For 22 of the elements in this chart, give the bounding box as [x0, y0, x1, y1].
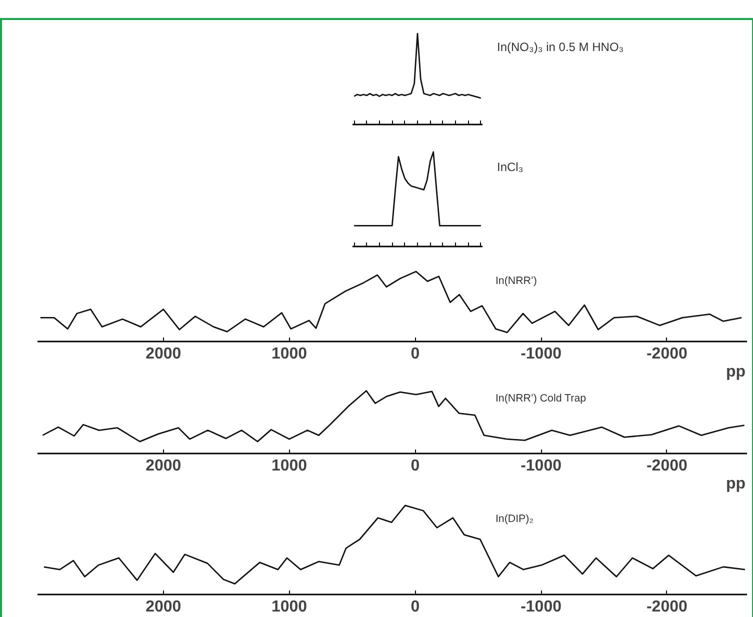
text: In(NRR’): [495, 274, 537, 287]
x-tick-label: 0: [410, 598, 420, 616]
x-tick-label: -1000: [520, 598, 562, 616]
x-tick-label: 1000: [271, 458, 308, 474]
x-tick-label: -1000: [520, 458, 562, 474]
x-tick-label: 1000: [271, 598, 308, 616]
x-tick-label: 0: [410, 458, 420, 474]
x-axis-title: pp: [726, 364, 746, 380]
x-tick-label: 0: [410, 346, 420, 362]
x-tick-label: -2000: [646, 346, 688, 362]
x-tick-label: -2000: [646, 458, 688, 474]
x-tick-label: 2000: [146, 458, 182, 474]
series-label: In(DIP)₂: [495, 513, 534, 526]
x-axis-title: pp: [726, 476, 746, 492]
x-tick-label: 2000: [146, 598, 182, 616]
x-tick-label: -2000: [646, 598, 688, 616]
x-tick-label: -1000: [520, 346, 562, 362]
x-tick-label: 2000: [146, 346, 182, 362]
x-tick-label: 1000: [271, 346, 308, 362]
text: In(NRR’) Cold Trap: [495, 392, 586, 405]
text: In(NO₃)₃ in 0.5 M HNO₃: [497, 39, 624, 56]
text: InCl₃: [497, 159, 524, 176]
